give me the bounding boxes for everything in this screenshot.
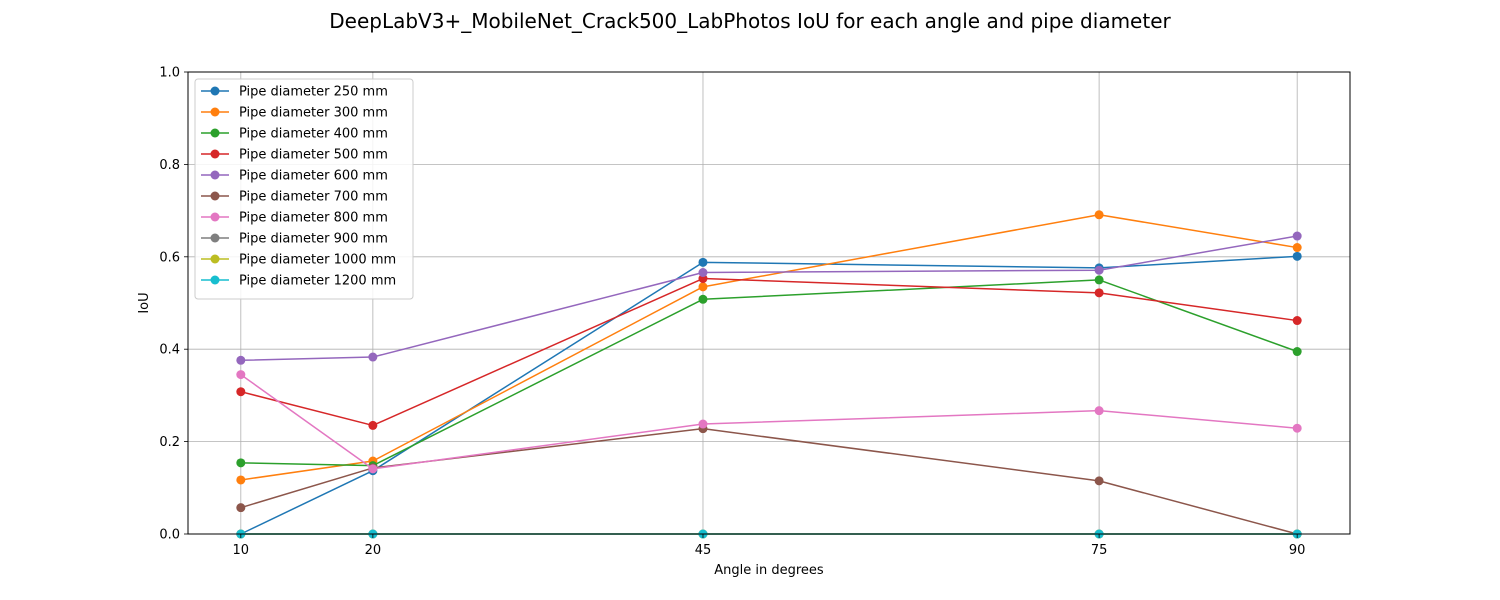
legend-marker [210,254,220,264]
legend-marker [210,170,220,180]
series-line-5 [240,427,1298,535]
legend-marker [210,86,220,96]
data-point-1 [1094,210,1104,220]
data-point-4 [236,355,246,365]
x-axis-ticks: 10 20 45 75 90 [233,534,1306,558]
data-point-2 [1094,275,1104,285]
legend-label: Pipe diameter 1200 mm [239,274,396,289]
data-point-4 [698,268,708,278]
legend-marker [210,149,220,159]
y-tick-label: 0.6 [159,250,180,265]
data-point-6 [1292,423,1302,433]
legend-label: Pipe diameter 1000 mm [239,253,396,268]
legend-marker [210,191,220,201]
legend-label: Pipe diameter 700 mm [239,190,388,205]
data-point-4 [368,352,378,362]
legend-label: Pipe diameter 500 mm [239,148,388,163]
x-tick-label: 20 [365,543,382,558]
y-tick-label: 0.0 [159,528,180,543]
legend: Pipe diameter 250 mm Pipe diameter 300 mm… [194,78,414,300]
data-point-1 [1292,243,1302,253]
x-tick-label: 90 [1289,543,1306,558]
data-point-3 [1292,316,1302,326]
legend-marker [210,128,220,138]
legend-label: Pipe diameter 400 mm [239,127,388,142]
data-point-6 [236,370,246,380]
data-point-5 [1094,476,1104,486]
legend-marker [210,107,220,117]
data-point-4 [1292,231,1302,241]
x-tick-label: 10 [233,543,250,558]
legend-marker [210,233,220,243]
data-point-3 [1094,288,1104,298]
legend-label: Pipe diameter 800 mm [239,211,388,226]
y-tick-label: 0.4 [159,343,180,358]
data-point-1 [698,282,708,292]
legend-label: Pipe diameter 600 mm [239,169,388,184]
data-point-4 [1094,265,1104,275]
y-tick-label: 0.2 [159,435,180,450]
x-tick-label: 45 [695,543,712,558]
y-axis-label: IoU [137,292,152,313]
y-axis-ticks: 0.0 0.2 0.4 0.6 0.8 1.0 [159,66,188,543]
data-point-2 [236,458,246,468]
legend-label: Pipe diameter 900 mm [239,232,388,247]
legend-marker [210,212,220,222]
data-point-3 [236,387,246,397]
y-tick-label: 1.0 [159,66,180,81]
legend-marker [210,275,220,285]
data-point-6 [1094,406,1104,416]
plot-frame [187,71,1351,535]
data-point-0 [1292,251,1302,261]
data-point-1 [236,475,246,485]
data-point-5 [236,503,246,513]
legend-box [194,78,414,300]
series-line-3 [240,277,1298,427]
legend-label: Pipe diameter 250 mm [239,85,388,100]
data-point-3 [368,420,378,430]
data-point-0 [698,257,708,267]
chart-title: DeepLabV3+_MobileNet_Crack500_LabPhotos … [329,9,1171,33]
x-tick-label: 75 [1091,543,1108,558]
data-point-2 [698,294,708,304]
data-point-6 [368,464,378,474]
x-axis-label: Angle in degrees [714,563,824,578]
data-point-6 [698,419,708,429]
data-point-2 [1292,347,1302,357]
legend-label: Pipe diameter 300 mm [239,106,388,121]
y-tick-label: 0.8 [159,158,180,173]
